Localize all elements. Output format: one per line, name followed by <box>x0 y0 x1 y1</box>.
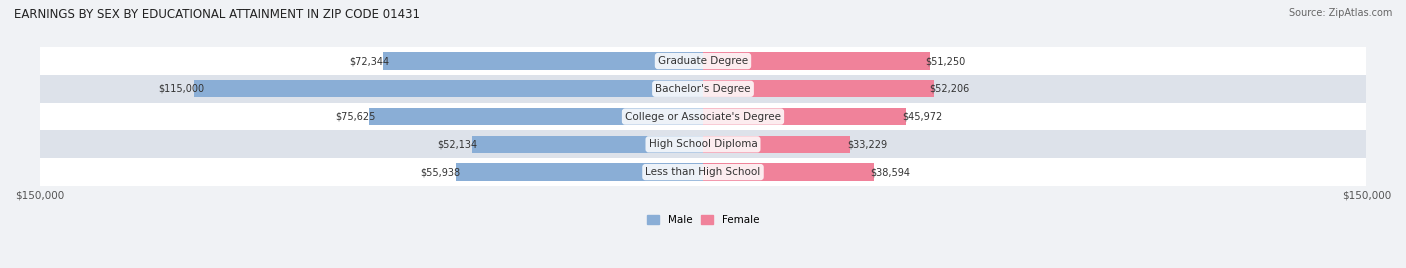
Bar <box>703 80 934 97</box>
Text: $45,972: $45,972 <box>903 111 942 122</box>
Text: $72,344: $72,344 <box>349 56 389 66</box>
Bar <box>39 103 703 131</box>
Bar <box>39 47 703 75</box>
Text: $51,250: $51,250 <box>925 56 966 66</box>
Text: College or Associate's Degree: College or Associate's Degree <box>626 111 780 122</box>
Text: High School Diploma: High School Diploma <box>648 139 758 149</box>
Bar <box>703 53 929 70</box>
Bar <box>703 75 1367 103</box>
Text: $38,594: $38,594 <box>870 167 910 177</box>
Text: $115,000: $115,000 <box>159 84 205 94</box>
Text: $33,229: $33,229 <box>846 139 887 149</box>
Bar <box>703 158 1367 186</box>
Text: Graduate Degree: Graduate Degree <box>658 56 748 66</box>
Text: Bachelor's Degree: Bachelor's Degree <box>655 84 751 94</box>
Bar <box>703 131 1367 158</box>
Bar <box>39 75 703 103</box>
Bar <box>703 136 851 153</box>
Text: $52,206: $52,206 <box>929 84 970 94</box>
Text: Source: ZipAtlas.com: Source: ZipAtlas.com <box>1288 8 1392 18</box>
Bar <box>456 163 703 181</box>
Text: EARNINGS BY SEX BY EDUCATIONAL ATTAINMENT IN ZIP CODE 01431: EARNINGS BY SEX BY EDUCATIONAL ATTAINMEN… <box>14 8 420 21</box>
Text: $75,625: $75,625 <box>335 111 375 122</box>
Bar <box>382 53 703 70</box>
Text: Less than High School: Less than High School <box>645 167 761 177</box>
Legend: Male, Female: Male, Female <box>643 211 763 229</box>
Bar <box>703 108 907 125</box>
Bar <box>39 158 703 186</box>
Text: $52,134: $52,134 <box>437 139 477 149</box>
Bar <box>39 131 703 158</box>
Bar <box>703 47 1367 75</box>
Bar <box>703 103 1367 131</box>
Text: $55,938: $55,938 <box>420 167 461 177</box>
Bar <box>703 163 873 181</box>
Bar <box>368 108 703 125</box>
Bar <box>472 136 703 153</box>
Bar <box>194 80 703 97</box>
